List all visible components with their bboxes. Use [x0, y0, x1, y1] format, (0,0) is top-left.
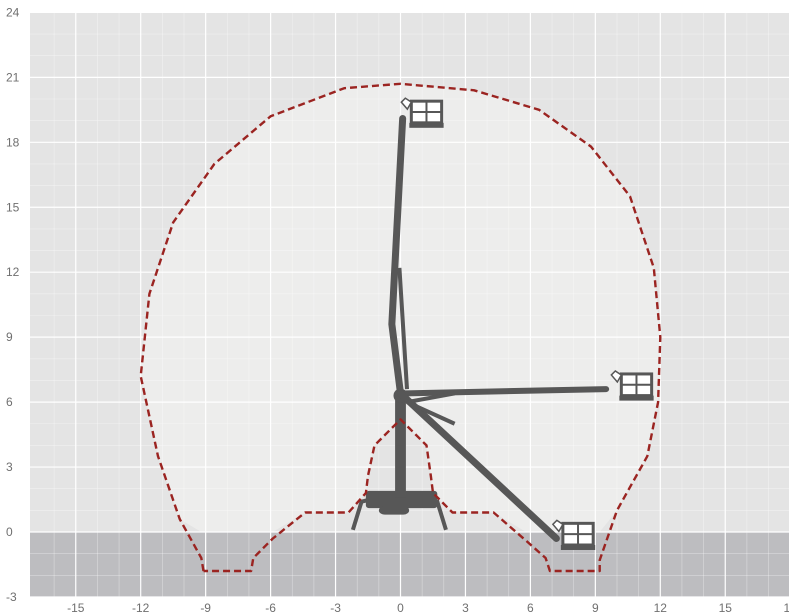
- boom-position-3: [397, 389, 560, 542]
- x-tick-label: 15: [719, 601, 733, 615]
- boom-cylinder: [406, 391, 455, 405]
- y-axis-labels: 24 21 18 15 12 9 6 3 0 -3: [6, 5, 20, 604]
- control-lamp-icon: [551, 519, 564, 533]
- boom-arm: [388, 114, 407, 397]
- boom-position-2: [397, 386, 610, 405]
- work-basket: [400, 97, 444, 128]
- x-tick-label: -9: [200, 601, 211, 615]
- x-tick-label: 6: [527, 601, 534, 615]
- y-tick-label: 6: [6, 395, 13, 409]
- major-grid: [30, 11, 789, 598]
- x-tick-label: -15: [67, 601, 85, 615]
- x-axis-labels: -15 -12 -9 -6 -3 0 3 6 9 12 15 18: [67, 601, 789, 615]
- x-tick-label: 3: [462, 601, 469, 615]
- boom-cylinder: [397, 267, 409, 390]
- y-tick-label: 12: [6, 265, 20, 279]
- turret-mast: [395, 397, 406, 498]
- x-tick-label: -12: [132, 601, 150, 615]
- minor-grid: [30, 12, 789, 597]
- y-tick-label: 9: [6, 330, 13, 344]
- basket-floor: [560, 544, 596, 550]
- y-tick-label: 3: [6, 460, 13, 474]
- control-lamp-icon: [610, 369, 623, 384]
- boom-position-1: [388, 114, 409, 397]
- chassis: [365, 490, 438, 509]
- x-tick-label: 9: [592, 601, 599, 615]
- y-tick-label: 24: [6, 5, 20, 19]
- basket-floor: [409, 122, 444, 128]
- x-tick-label: 12: [654, 601, 668, 615]
- track: [378, 506, 410, 515]
- y-tick-label: 15: [6, 200, 20, 214]
- boom-arm: [397, 386, 610, 397]
- y-tick-label: 21: [6, 70, 20, 84]
- y-tick-label: 18: [6, 135, 20, 149]
- basket-floor: [619, 395, 654, 401]
- boom-arm: [397, 389, 560, 542]
- aerial-lift-machine: [350, 97, 654, 550]
- y-tick-label: 0: [6, 525, 13, 539]
- work-basket: [610, 369, 654, 401]
- x-tick-label: -3: [330, 601, 341, 615]
- x-tick-label: 18: [784, 601, 789, 615]
- boom-cylinder: [406, 400, 456, 426]
- x-tick-label: -6: [265, 601, 276, 615]
- control-lamp-icon: [400, 97, 413, 111]
- ground-area: [30, 532, 789, 597]
- x-tick-label: 0: [397, 601, 404, 615]
- work-basket: [551, 519, 596, 550]
- working-envelope-line: [139, 82, 662, 573]
- y-tick-label: -3: [6, 590, 17, 604]
